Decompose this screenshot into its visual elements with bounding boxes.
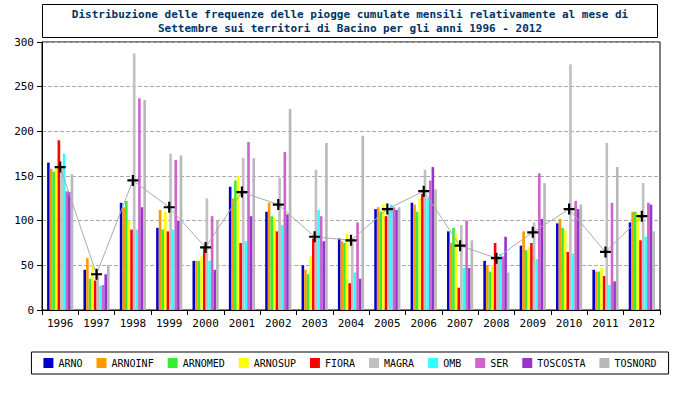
- svg-text:2012: 2012: [629, 317, 656, 330]
- svg-text:2006: 2006: [410, 317, 437, 330]
- svg-text:2000: 2000: [192, 317, 219, 330]
- svg-text:150: 150: [14, 170, 34, 183]
- svg-text:2001: 2001: [229, 317, 256, 330]
- svg-text:50: 50: [21, 259, 34, 272]
- svg-text:1997: 1997: [83, 317, 110, 330]
- svg-text:TOSCOSTA: TOSCOSTA: [537, 358, 585, 369]
- svg-text:1999: 1999: [156, 317, 183, 330]
- svg-text:2009: 2009: [520, 317, 547, 330]
- svg-text:OMB: OMB: [443, 358, 461, 369]
- svg-text:2004: 2004: [338, 317, 365, 330]
- svg-text:TOSNORD: TOSNORD: [614, 358, 656, 369]
- svg-text:2003: 2003: [301, 317, 328, 330]
- svg-text:1996: 1996: [47, 317, 74, 330]
- svg-text:2005: 2005: [374, 317, 401, 330]
- svg-text:250: 250: [14, 80, 34, 93]
- svg-text:ARNOSUP: ARNOSUP: [254, 358, 296, 369]
- svg-text:2008: 2008: [483, 317, 510, 330]
- svg-text:Distribuzione delle frequenze: Distribuzione delle frequenze delle piog…: [72, 8, 629, 21]
- svg-text:200: 200: [14, 125, 34, 138]
- svg-text:2011: 2011: [592, 317, 619, 330]
- svg-text:ARNOMED: ARNOMED: [183, 358, 225, 369]
- svg-text:0: 0: [27, 304, 34, 317]
- svg-text:Settembre sui territori di Bac: Settembre sui territori di Bacino per gl…: [158, 22, 542, 35]
- svg-text:2007: 2007: [447, 317, 474, 330]
- svg-text:1998: 1998: [120, 317, 147, 330]
- svg-text:SER: SER: [490, 358, 509, 369]
- svg-text:300: 300: [14, 36, 34, 49]
- svg-text:MAGRA: MAGRA: [384, 358, 414, 369]
- svg-text:100: 100: [14, 214, 34, 227]
- svg-text:ARNO: ARNO: [58, 358, 82, 369]
- svg-text:FIORA: FIORA: [325, 358, 355, 369]
- svg-text:ARNOINF: ARNOINF: [112, 358, 154, 369]
- svg-text:2010: 2010: [556, 317, 583, 330]
- svg-text:2002: 2002: [265, 317, 292, 330]
